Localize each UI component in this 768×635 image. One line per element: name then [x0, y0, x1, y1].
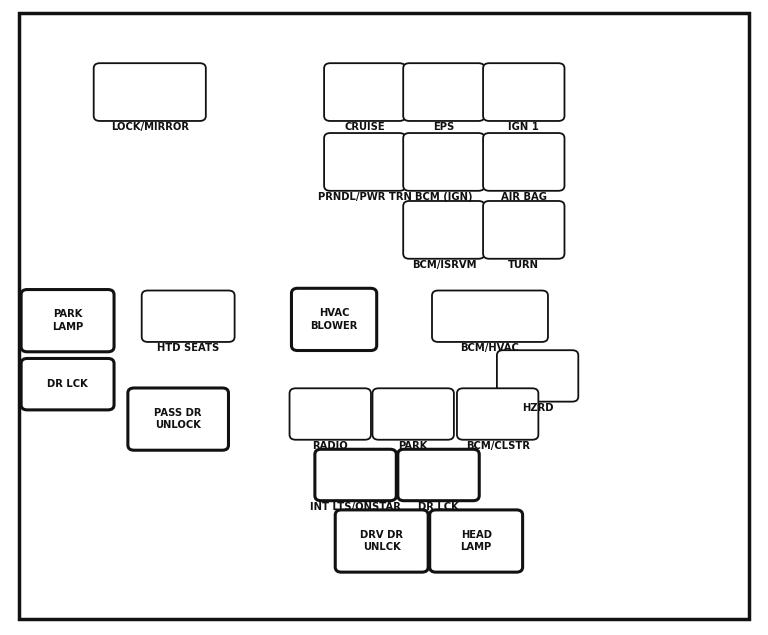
FancyBboxPatch shape — [21, 358, 114, 410]
FancyBboxPatch shape — [21, 290, 114, 352]
Text: DR LCK: DR LCK — [418, 502, 459, 512]
Text: BCM/ISRVM: BCM/ISRVM — [412, 260, 476, 270]
Text: BCM/HVAC: BCM/HVAC — [461, 343, 519, 353]
Text: HEAD
LAMP: HEAD LAMP — [461, 530, 492, 552]
FancyBboxPatch shape — [430, 510, 522, 572]
Text: BCM (IGN): BCM (IGN) — [415, 192, 472, 202]
FancyBboxPatch shape — [457, 388, 538, 439]
FancyBboxPatch shape — [127, 388, 229, 450]
FancyBboxPatch shape — [94, 64, 206, 121]
FancyBboxPatch shape — [292, 288, 376, 351]
Text: PASS DR
UNLOCK: PASS DR UNLOCK — [154, 408, 202, 431]
FancyBboxPatch shape — [403, 133, 485, 190]
FancyBboxPatch shape — [497, 351, 578, 402]
Text: BCM/CLSTR: BCM/CLSTR — [465, 441, 530, 451]
Text: PARK
LAMP: PARK LAMP — [52, 309, 83, 332]
Text: AIR BAG: AIR BAG — [501, 192, 547, 202]
FancyBboxPatch shape — [290, 388, 371, 439]
FancyBboxPatch shape — [403, 64, 485, 121]
Text: RADIO: RADIO — [313, 441, 348, 451]
Text: INT LTS/ONSTAR: INT LTS/ONSTAR — [310, 502, 401, 512]
Text: HTD SEATS: HTD SEATS — [157, 343, 220, 353]
FancyBboxPatch shape — [315, 450, 396, 500]
FancyBboxPatch shape — [324, 64, 406, 121]
FancyBboxPatch shape — [324, 133, 406, 190]
FancyBboxPatch shape — [483, 201, 564, 259]
Text: LOCK/MIRROR: LOCK/MIRROR — [111, 122, 189, 132]
FancyBboxPatch shape — [335, 510, 428, 572]
Text: DRV DR
UNLCK: DRV DR UNLCK — [360, 530, 403, 552]
Text: HZRD: HZRD — [521, 403, 554, 413]
Text: PRNDL/PWR TRN: PRNDL/PWR TRN — [318, 192, 412, 202]
FancyBboxPatch shape — [432, 291, 548, 342]
FancyBboxPatch shape — [398, 450, 479, 500]
Text: PARK: PARK — [399, 441, 428, 451]
FancyBboxPatch shape — [403, 201, 485, 259]
Text: TURN: TURN — [508, 260, 539, 270]
FancyBboxPatch shape — [372, 388, 454, 439]
FancyBboxPatch shape — [141, 291, 235, 342]
Text: IGN 1: IGN 1 — [508, 122, 539, 132]
FancyBboxPatch shape — [483, 64, 564, 121]
Text: HVAC
BLOWER: HVAC BLOWER — [310, 308, 358, 331]
Text: DR LCK: DR LCK — [47, 379, 88, 389]
Text: EPS: EPS — [433, 122, 455, 132]
Text: CRUISE: CRUISE — [345, 122, 385, 132]
FancyBboxPatch shape — [483, 133, 564, 190]
